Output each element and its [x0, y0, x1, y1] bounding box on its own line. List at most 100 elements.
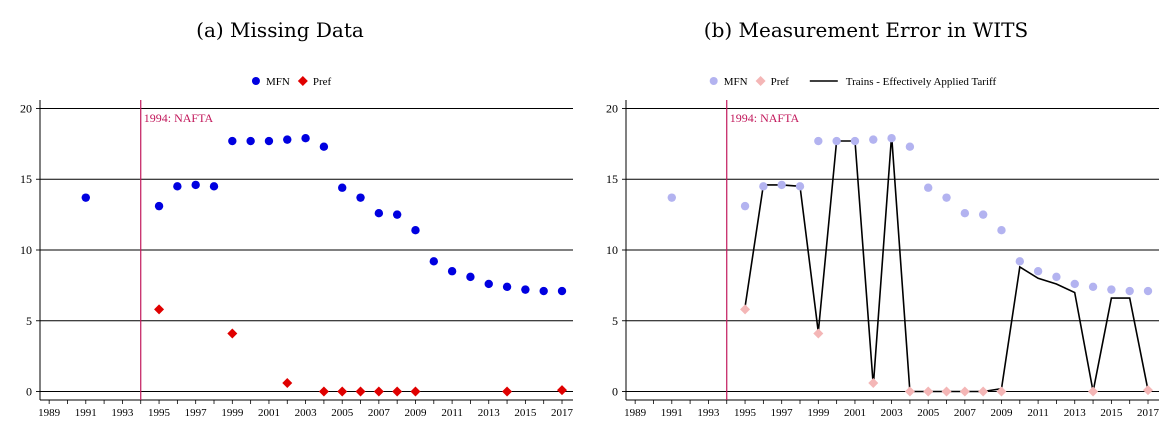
legend-label: Trains - Effectively Applied Tariff: [846, 76, 997, 88]
legend-marker-pref: [297, 76, 308, 86]
point-mfn: [173, 182, 182, 191]
chart-b-title: (b) Measurement Error in WITS: [703, 18, 1029, 42]
point-pref: [1143, 385, 1154, 396]
point-mfn: [887, 134, 896, 143]
y-tick-label: 15: [606, 172, 618, 186]
chart-0: 0 5 10 15 20 1989 1991 1993 1995 1997 1999 2001 2003…: [20, 76, 574, 419]
point-pref: [355, 386, 366, 397]
point-mfn: [411, 225, 420, 235]
legend-marker-mfn: [251, 77, 260, 85]
x-tick-label: 2005: [331, 407, 354, 419]
x-tick-label: 2013: [478, 407, 501, 419]
chart-1: 0 5 10 15 20 1989 1991 1993 1995 1997 1999 2001 2003…: [606, 76, 1160, 419]
point-mfn: [374, 209, 384, 218]
point-mfn: [1088, 282, 1098, 291]
x-tick-label: 2011: [441, 407, 463, 419]
legend-label: Pref: [313, 76, 332, 88]
y-tick-label: 20: [20, 101, 32, 115]
point-mfn: [978, 210, 988, 219]
point-mfn: [1033, 267, 1043, 276]
series-line-trains: [744, 135, 1149, 393]
point-mfn: [1125, 286, 1134, 296]
point-pref: [502, 386, 513, 397]
point-pref: [337, 386, 348, 397]
x-tick-label: 2009: [990, 407, 1013, 419]
point-pref: [154, 304, 165, 315]
point-pref: [392, 386, 403, 397]
point-mfn: [759, 182, 768, 191]
point-pref: [813, 328, 824, 339]
point-pref: [978, 386, 989, 397]
x-tick-label: 2013: [1064, 407, 1087, 419]
x-tick-label: 1991: [661, 407, 683, 419]
point-mfn: [81, 193, 90, 202]
y-tick-label: 10: [606, 243, 618, 257]
point-mfn: [1107, 285, 1116, 294]
y-tick-label: 0: [26, 385, 32, 399]
x-tick-label: 1997: [185, 407, 208, 419]
point-mfn: [246, 136, 255, 146]
x-tick-label: 2007: [368, 407, 391, 419]
point-mfn: [447, 267, 457, 276]
x-tick-label: 2009: [404, 407, 427, 419]
point-mfn: [850, 136, 860, 146]
x-tick-label: 1993: [697, 407, 720, 419]
point-mfn: [264, 136, 274, 146]
x-tick-label: 2001: [258, 407, 280, 419]
x-tick-label: 1999: [807, 407, 830, 419]
point-mfn: [466, 272, 475, 282]
x-tick-label: 1989: [624, 407, 647, 419]
legend-label: MFN: [266, 76, 290, 88]
nafta-label: 1994: NAFTA: [144, 111, 214, 125]
chart-a-title: (a) Missing Data: [196, 18, 364, 42]
x-tick-label: 2001: [844, 407, 866, 419]
point-mfn: [283, 135, 292, 144]
point-mfn: [392, 210, 402, 219]
point-mfn: [557, 286, 567, 296]
point-mfn: [795, 182, 805, 191]
point-mfn: [209, 182, 219, 191]
x-tick-label: 2011: [1027, 407, 1049, 419]
point-pref: [227, 328, 238, 339]
point-pref: [959, 386, 970, 397]
x-tick-label: 1995: [148, 407, 171, 419]
point-mfn: [997, 225, 1006, 235]
legend-marker-mfn: [709, 77, 718, 85]
x-tick-label: 1989: [38, 407, 61, 419]
point-mfn: [1015, 257, 1024, 266]
point-pref: [740, 304, 751, 315]
point-pref: [923, 386, 934, 397]
point-mfn: [301, 134, 310, 143]
x-tick-label: 2003: [881, 407, 904, 419]
nafta-label: 1994: NAFTA: [730, 111, 800, 125]
point-mfn: [942, 193, 951, 202]
y-tick-label: 0: [612, 385, 618, 399]
point-mfn: [539, 286, 548, 296]
x-tick-label: 2003: [295, 407, 318, 419]
point-pref: [1088, 386, 1099, 397]
x-tick-label: 1999: [221, 407, 244, 419]
x-tick-label: 2007: [954, 407, 977, 419]
point-mfn: [960, 209, 970, 218]
x-tick-label: 2015: [1100, 407, 1123, 419]
point-pref: [318, 386, 329, 397]
point-mfn: [740, 201, 750, 211]
point-pref: [996, 386, 1007, 397]
point-mfn: [667, 193, 676, 202]
y-tick-label: 20: [606, 101, 618, 115]
point-mfn: [869, 135, 878, 144]
y-tick-label: 5: [26, 314, 32, 328]
point-mfn: [429, 257, 438, 266]
point-pref: [282, 378, 293, 389]
x-tick-label: 1997: [771, 407, 794, 419]
y-tick-label: 10: [20, 243, 32, 257]
point-mfn: [777, 180, 786, 190]
x-tick-label: 2015: [514, 407, 537, 419]
point-mfn: [1052, 272, 1061, 282]
point-mfn: [319, 142, 329, 151]
x-tick-label: 1993: [111, 407, 134, 419]
legend-label: MFN: [724, 76, 748, 88]
point-mfn: [1143, 286, 1153, 296]
y-tick-label: 15: [20, 172, 32, 186]
